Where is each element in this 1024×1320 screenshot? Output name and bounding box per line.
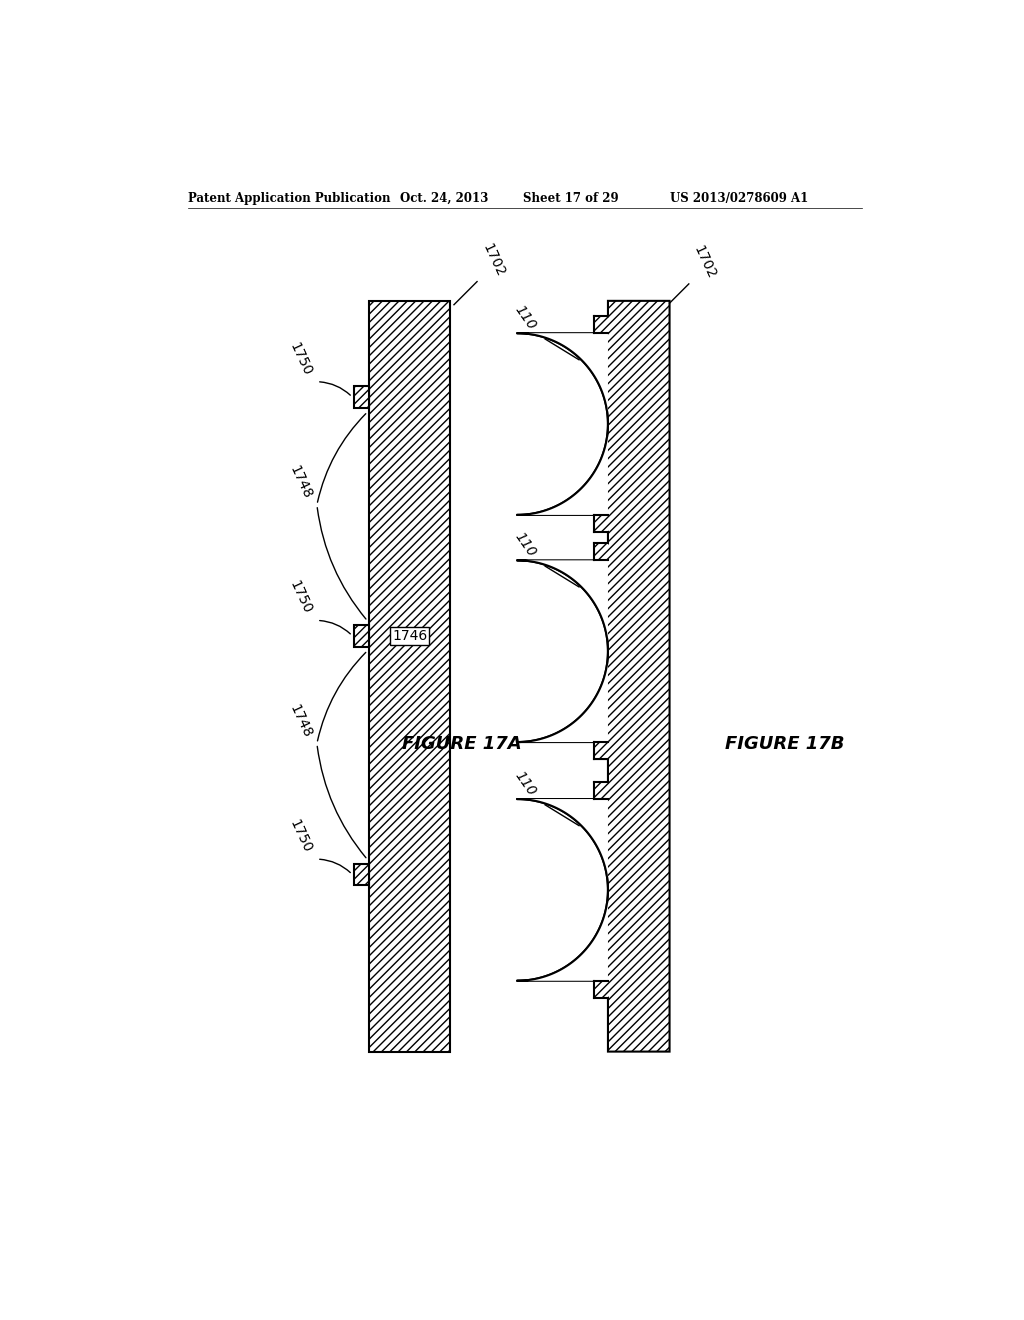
Text: 1702: 1702 [479, 242, 507, 280]
Bar [594, 742, 608, 759]
Bar [354, 626, 370, 647]
Bar [594, 781, 608, 799]
Bar [370, 301, 451, 1052]
Text: 1702: 1702 [691, 244, 719, 281]
Bar [594, 317, 608, 333]
Text: 1750: 1750 [287, 341, 313, 378]
Text: Sheet 17 of 29: Sheet 17 of 29 [523, 191, 618, 205]
Bar [354, 863, 370, 886]
Polygon shape [517, 781, 608, 998]
Text: Patent Application Publication: Patent Application Publication [188, 191, 391, 205]
Polygon shape [517, 317, 608, 532]
Bar [370, 301, 451, 1052]
Text: 1748: 1748 [287, 463, 313, 502]
Bar [594, 515, 608, 532]
Text: 110: 110 [512, 531, 539, 560]
Text: 110: 110 [512, 768, 539, 799]
Text: 110: 110 [512, 304, 539, 333]
Bar [594, 544, 608, 561]
Text: FIGURE 17B: FIGURE 17B [725, 735, 845, 752]
Bar [594, 317, 608, 333]
Bar [354, 863, 370, 886]
Bar [354, 387, 370, 408]
Text: Oct. 24, 2013: Oct. 24, 2013 [400, 191, 488, 205]
Bar [594, 781, 608, 799]
Bar [594, 981, 608, 998]
Bar [594, 742, 608, 759]
Text: 1748: 1748 [287, 702, 313, 739]
Bar [594, 515, 608, 532]
Bar [594, 981, 608, 998]
Polygon shape [517, 544, 608, 759]
Text: 1750: 1750 [287, 578, 313, 616]
Text: US 2013/0278609 A1: US 2013/0278609 A1 [670, 191, 808, 205]
Text: 1750: 1750 [287, 817, 313, 855]
Text: 1746: 1746 [392, 628, 427, 643]
Bar [354, 387, 370, 408]
Text: FIGURE 17A: FIGURE 17A [401, 735, 521, 752]
Bar [594, 544, 608, 561]
Polygon shape [517, 301, 670, 1052]
Bar [354, 626, 370, 647]
